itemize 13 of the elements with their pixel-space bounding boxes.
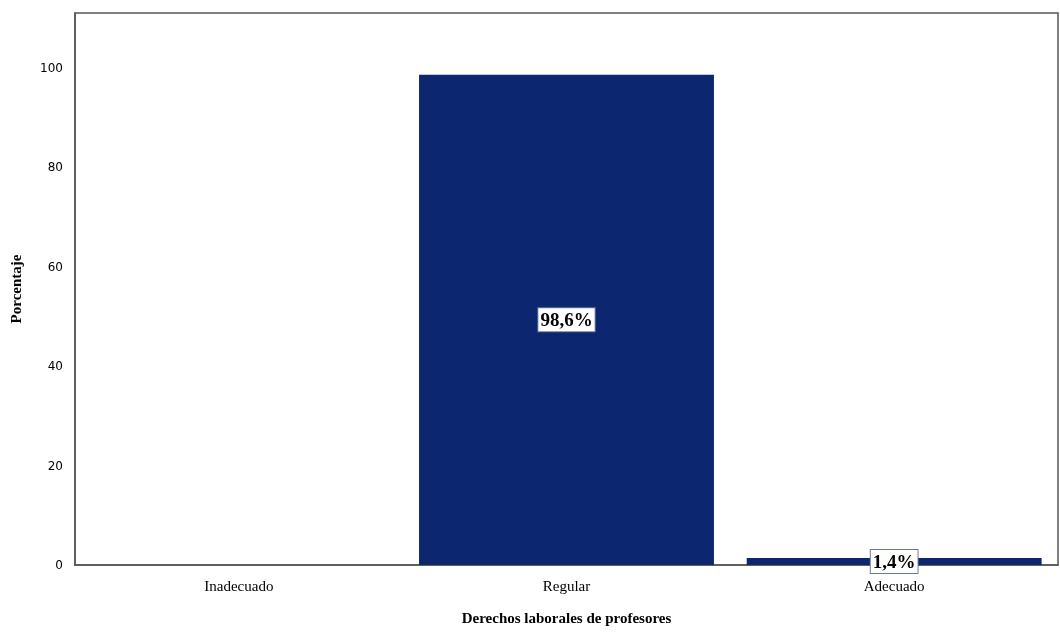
y-tick-label: 20 xyxy=(47,458,63,473)
x-tick-label: Adecuado xyxy=(863,577,925,594)
data-label: 1,4% xyxy=(872,551,916,573)
x-tick-label: Regular xyxy=(542,577,591,594)
y-tick-label: 80 xyxy=(47,160,63,175)
y-tick-label: 60 xyxy=(47,259,63,274)
y-tick-label: 0 xyxy=(55,558,63,572)
x-axis-title: Derechos laborales de profesores xyxy=(461,609,672,626)
x-tick-label: Inadecuado xyxy=(204,577,274,594)
y-tick-label: 40 xyxy=(47,359,63,374)
y-axis-title: Porcentaje xyxy=(7,254,24,324)
y-tick-label: 100 xyxy=(40,60,63,75)
data-label: 98,6% xyxy=(540,309,593,331)
